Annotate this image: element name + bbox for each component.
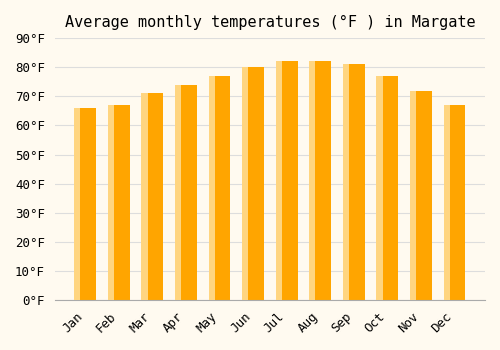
Bar [410, 91, 432, 300]
Bar [175, 85, 181, 300]
Bar [208, 76, 231, 300]
Bar [343, 64, 364, 300]
Bar [242, 67, 264, 300]
Title: Average monthly temperatures (°F ) in Margate: Average monthly temperatures (°F ) in Ma… [64, 15, 475, 30]
Bar [142, 93, 148, 300]
Bar [74, 108, 80, 300]
Bar [242, 67, 248, 300]
Bar [108, 105, 114, 300]
Bar [444, 105, 450, 300]
Bar [376, 76, 398, 300]
Bar [175, 85, 197, 300]
Bar [142, 93, 164, 300]
Bar [74, 108, 96, 300]
Bar [410, 91, 416, 300]
Bar [310, 61, 331, 300]
Bar [376, 76, 382, 300]
Bar [276, 61, 282, 300]
Bar [343, 64, 349, 300]
Bar [208, 76, 214, 300]
Bar [108, 105, 130, 300]
Bar [310, 61, 316, 300]
Bar [276, 61, 297, 300]
Bar [444, 105, 466, 300]
